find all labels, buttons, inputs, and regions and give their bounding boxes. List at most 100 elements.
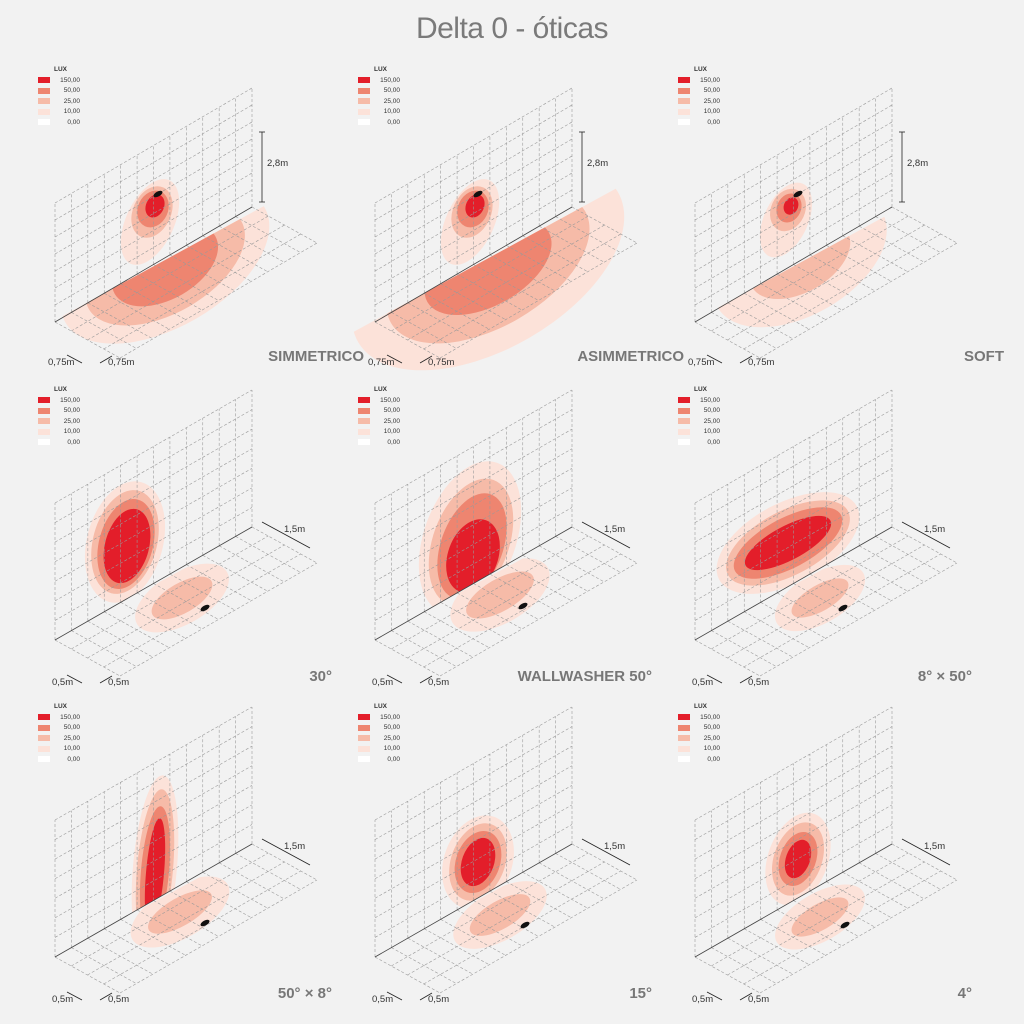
- luminaire-icon: [793, 190, 803, 198]
- dimension-label-c: 1,5m: [284, 841, 306, 852]
- optic-panel: LUX 150,00 50,00 25,00 10,00 0,00 SIMMETRICO…: [0, 60, 364, 380]
- legend-header: LUX: [694, 386, 707, 393]
- luminaire-icon: [153, 190, 163, 198]
- optic-title: 30°: [309, 668, 332, 685]
- legend-label: 50,00: [703, 724, 720, 732]
- legend-item: 10,00: [38, 744, 80, 755]
- isometric-diagram: [694, 389, 958, 684]
- legend-swatch: [38, 407, 50, 414]
- dimension-label-c: 2,8m: [267, 158, 289, 169]
- legend-label: 10,00: [703, 108, 720, 116]
- isometric-diagram: [374, 389, 638, 684]
- legend-label: 0,00: [387, 118, 400, 126]
- legend-swatch: [358, 745, 370, 752]
- dimension-label-b: 0,5m: [748, 994, 770, 1005]
- optic-title: 8° × 50°: [917, 668, 972, 685]
- wall-floor-edge: [54, 526, 253, 641]
- legend-swatch: [358, 397, 370, 404]
- dimension-label-c: 1,5m: [604, 524, 626, 535]
- legend-swatch: [358, 724, 370, 731]
- legend-item: 150,00: [678, 75, 720, 86]
- wall-floor-edge: [374, 206, 573, 323]
- dimension-label-a: 0,75m: [48, 357, 75, 368]
- legend-label: 25,00: [63, 417, 80, 425]
- legend-label: 25,00: [703, 417, 720, 425]
- legend-item: 150,00: [38, 395, 80, 406]
- legend-item: 150,00: [358, 395, 400, 406]
- legend-swatch: [358, 77, 370, 84]
- legend-item: 0,00: [38, 117, 80, 128]
- wall-floor-edge: [54, 843, 253, 958]
- dimension-label-c: 2,8m: [587, 158, 609, 169]
- legend-item: 10,00: [38, 107, 80, 118]
- dimension-lines: [706, 131, 905, 364]
- legend-item: 150,00: [358, 75, 400, 86]
- legend-label: 0,00: [707, 438, 720, 446]
- wall-light-pattern: [759, 182, 813, 258]
- luminaire-icon: [838, 604, 848, 612]
- legend-swatch: [678, 98, 690, 105]
- legend-item: 10,00: [38, 427, 80, 438]
- legend-item: 0,00: [358, 437, 400, 448]
- wall-isolux-contour: [460, 837, 496, 887]
- legend-swatch: [678, 108, 690, 115]
- dimension-label-c: 2,8m: [907, 158, 929, 169]
- lux-legend: LUX 150,00 50,00 25,00 10,00 0,00: [38, 386, 80, 448]
- legend-swatch: [678, 428, 690, 435]
- wall-floor-edge: [694, 206, 893, 323]
- optic-title: ASIMMETRICO: [577, 348, 684, 365]
- legend-swatch: [358, 87, 370, 94]
- legend-item: 50,00: [358, 406, 400, 417]
- wall-isolux-contour: [744, 515, 832, 571]
- wall-light-pattern: [440, 179, 500, 265]
- legend-swatch: [38, 745, 50, 752]
- legend-label: 150,00: [380, 76, 400, 84]
- legend-item: 0,00: [38, 437, 80, 448]
- wall-floor-edge: [694, 843, 893, 958]
- legend-item: 10,00: [358, 427, 400, 438]
- legend-label: 25,00: [703, 97, 720, 105]
- legend-label: 0,00: [707, 118, 720, 126]
- optic-panel: LUX 150,00 50,00 25,00 10,00 0,00 4° 0,5m 0,…: [640, 697, 972, 1017]
- isometric-diagram: [54, 389, 318, 684]
- legend-label: 10,00: [63, 428, 80, 436]
- wall-light-pattern: [716, 492, 860, 594]
- legend-swatch: [678, 407, 690, 414]
- legend-item: 0,00: [358, 754, 400, 765]
- legend-swatch: [358, 735, 370, 742]
- wall-floor-edge: [374, 843, 573, 958]
- legend-swatch: [38, 108, 50, 115]
- legend-label: 0,00: [707, 755, 720, 763]
- legend-label: 10,00: [383, 428, 400, 436]
- legend-label: 10,00: [383, 745, 400, 753]
- lux-legend: LUX 150,00 50,00 25,00 10,00 0,00: [38, 703, 80, 765]
- dimension-label-b: 0,75m: [748, 357, 775, 368]
- legend-item: 25,00: [358, 416, 400, 427]
- legend-item: 0,00: [358, 117, 400, 128]
- legend-label: 0,00: [67, 118, 80, 126]
- optic-title: SOFT: [964, 348, 1004, 365]
- isometric-diagram: [374, 706, 638, 1001]
- floor-light-pattern: [450, 558, 550, 632]
- legend-swatch: [678, 756, 690, 763]
- legend-label: 50,00: [383, 724, 400, 732]
- legend-label: 10,00: [63, 108, 80, 116]
- legend-item: 25,00: [38, 96, 80, 107]
- legend-item: 50,00: [38, 723, 80, 734]
- luminaire-icon: [518, 602, 528, 610]
- luminaire-icon: [840, 921, 850, 929]
- dimension-lines: [706, 521, 951, 684]
- dimension-label-a: 0,75m: [368, 357, 395, 368]
- wall-floor-edge: [54, 206, 253, 323]
- legend-item: 0,00: [678, 437, 720, 448]
- grid: [694, 87, 958, 359]
- dimension-label-a: 0,5m: [372, 677, 394, 688]
- floor-isolux-contour: [791, 897, 849, 937]
- legend-swatch: [678, 439, 690, 446]
- legend-swatch: [358, 119, 370, 126]
- legend-label: 150,00: [700, 76, 720, 84]
- dimension-label-b: 0,75m: [428, 357, 455, 368]
- legend-swatch: [38, 756, 50, 763]
- lux-legend: LUX 150,00 50,00 25,00 10,00 0,00: [678, 66, 720, 128]
- optic-panel: LUX 150,00 50,00 25,00 10,00 0,00 30° 0,5m 0…: [0, 380, 332, 700]
